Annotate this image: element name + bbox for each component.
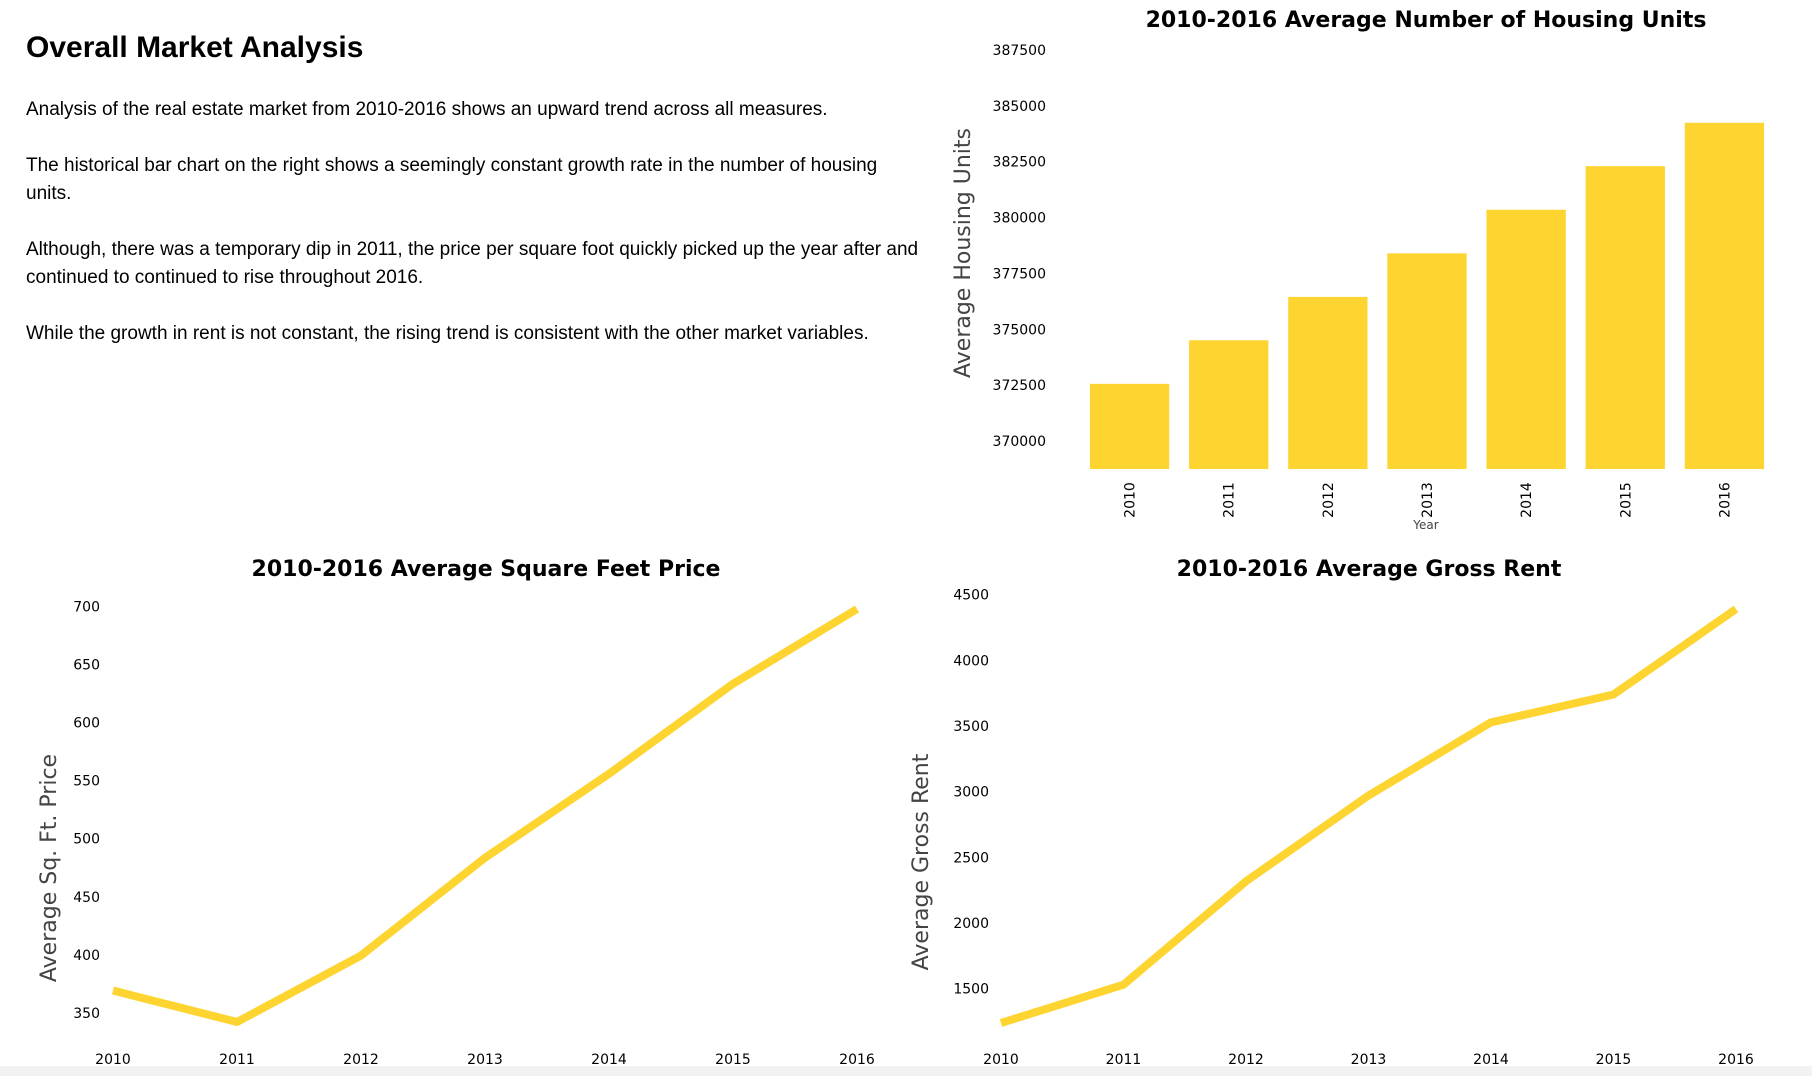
gross-rent-line	[999, 605, 1739, 1027]
housing-units-ylabel: Average Housing Units	[951, 128, 976, 378]
gross-rent-ylabel: Average Gross Rent	[909, 753, 934, 970]
housing-units-ytick: 375000	[993, 322, 1046, 338]
gross-rent-ytick: 3000	[953, 785, 989, 801]
analysis-paragraph-2: The historical bar chart on the right sh…	[26, 155, 878, 204]
housing-units-xtick: 2014	[1519, 482, 1535, 518]
bottom-scroll-strip	[0, 1066, 1812, 1076]
analysis-paragraph-3: Although, there was a temporary dip in 2…	[26, 239, 919, 288]
gross-rent-ytick: 1500	[953, 982, 989, 998]
sqft-price-y-ticks: 350 400 450 500 550 600 650 700	[73, 599, 100, 1021]
housing-units-ytick: 387500	[993, 43, 1046, 59]
housing-units-ytick: 377500	[993, 266, 1046, 282]
housing-units-bar	[1089, 383, 1170, 469]
sqft-price-xtick: 2011	[219, 1052, 255, 1068]
sqft-price-series-line	[112, 605, 860, 1026]
page-title: Overall Market Analysis	[26, 31, 364, 64]
sqft-price-xtick: 2012	[343, 1052, 379, 1068]
gross-rent-chart: 2010-2016 Average Gross Rent Average Gro…	[900, 548, 1812, 1076]
sqft-price-ytick: 550	[73, 774, 100, 790]
sqft-price-chart-title: 2010-2016 Average Square Feet Price	[252, 557, 721, 582]
gross-rent-xtick: 2012	[1228, 1052, 1264, 1068]
housing-units-y-ticks: 370000 372500 375000 377500 380000 382500 3850…	[993, 43, 1046, 450]
housing-units-bar	[1189, 340, 1269, 469]
housing-units-bar	[1486, 209, 1566, 469]
sqft-price-xtick: 2013	[467, 1052, 503, 1068]
sqft-price-xtick: 2015	[715, 1052, 751, 1068]
housing-units-ytick: 370000	[993, 434, 1046, 450]
gross-rent-xtick: 2014	[1473, 1052, 1509, 1068]
housing-units-bar	[1684, 122, 1765, 469]
housing-units-xlabel: Year	[1412, 518, 1438, 532]
sqft-price-ytick: 600	[73, 716, 100, 732]
housing-units-bar	[1585, 166, 1665, 469]
sqft-price-ytick: 700	[73, 599, 100, 615]
gross-rent-xtick: 2011	[1106, 1052, 1142, 1068]
gross-rent-ytick: 4000	[953, 653, 989, 669]
housing-units-bar	[1387, 253, 1467, 469]
housing-units-xtick: 2011	[1222, 482, 1238, 518]
housing-units-xtick: 2010	[1123, 482, 1139, 518]
gross-rent-x-ticks: 2010 2011 2012 2013 2014 2015 2016	[983, 1052, 1754, 1068]
gross-rent-xtick: 2013	[1351, 1052, 1387, 1068]
housing-units-x-ticks: 2010 2011 2012 2013 2014 2015 2016	[1123, 482, 1734, 518]
sqft-price-x-ticks: 2010 2011 2012 2013 2014 2015 2016	[95, 1052, 875, 1068]
gross-rent-y-ticks: 1500 2000 2500 3000 3500 4000 4500	[953, 588, 989, 998]
sqft-price-line	[112, 605, 860, 1026]
housing-units-ytick: 385000	[993, 99, 1046, 115]
sqft-price-xtick: 2014	[591, 1052, 627, 1068]
housing-units-bar	[1288, 296, 1368, 469]
gross-rent-ytick: 2000	[953, 916, 989, 932]
analysis-paragraph-4: While the growth in rent is not constant…	[26, 323, 869, 344]
housing-units-xtick: 2016	[1717, 482, 1733, 518]
sqft-price-ylabel: Average Sq. Ft. Price	[37, 754, 62, 982]
sqft-price-xtick: 2016	[839, 1052, 875, 1068]
housing-units-ytick: 380000	[993, 211, 1046, 227]
gross-rent-ytick: 2500	[953, 850, 989, 866]
gross-rent-ytick: 3500	[953, 719, 989, 735]
sqft-price-chart: 2010-2016 Average Square Feet Price Aver…	[0, 548, 900, 1076]
sqft-price-ytick: 650	[73, 658, 100, 674]
housing-units-ytick: 382500	[993, 155, 1046, 171]
housing-units-bars	[1089, 122, 1765, 469]
housing-units-xtick: 2013	[1420, 482, 1436, 518]
gross-rent-ytick: 4500	[953, 588, 989, 604]
analysis-panel: Overall Market Analysis Analysis of the …	[26, 28, 926, 376]
analysis-paragraph-1: Analysis of the real estate market from …	[26, 99, 828, 120]
sqft-price-ytick: 350	[73, 1006, 100, 1022]
sqft-price-xtick: 2010	[95, 1052, 131, 1068]
gross-rent-series-line	[999, 605, 1739, 1027]
housing-units-chart: 2010-2016 Average Number of Housing Unit…	[940, 0, 1812, 540]
gross-rent-xtick: 2016	[1718, 1052, 1754, 1068]
housing-units-xtick: 2015	[1618, 482, 1634, 518]
housing-units-chart-title: 2010-2016 Average Number of Housing Unit…	[1146, 8, 1707, 33]
gross-rent-chart-title: 2010-2016 Average Gross Rent	[1177, 557, 1562, 582]
housing-units-xtick: 2012	[1321, 482, 1337, 518]
gross-rent-xtick: 2010	[983, 1052, 1019, 1068]
sqft-price-ytick: 450	[73, 890, 100, 906]
sqft-price-ytick: 400	[73, 948, 100, 964]
sqft-price-ytick: 500	[73, 832, 100, 848]
housing-units-ytick: 372500	[993, 378, 1046, 394]
gross-rent-xtick: 2015	[1596, 1052, 1632, 1068]
